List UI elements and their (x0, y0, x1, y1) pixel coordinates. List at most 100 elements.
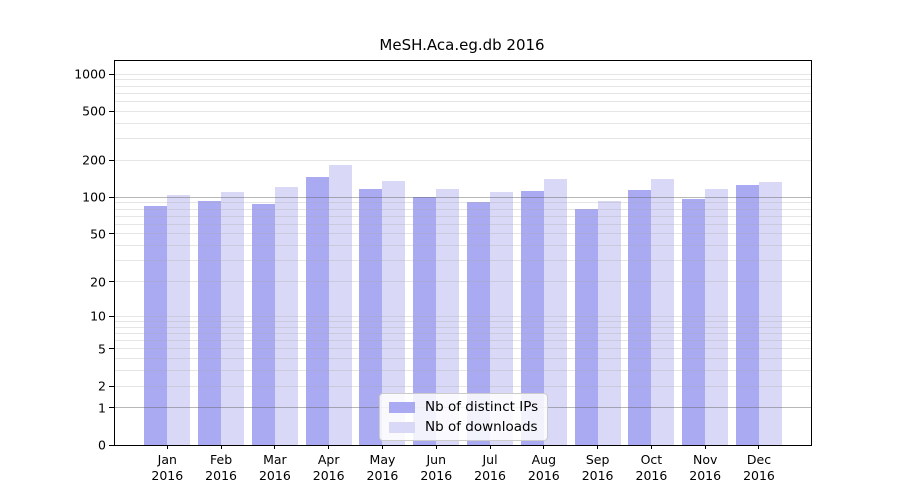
x-tick-label-jun: Jun 2016 (420, 452, 453, 483)
gridline-400 (115, 122, 811, 124)
gridline-8 (115, 326, 811, 328)
y-tick-label-50: 50 (90, 226, 106, 242)
gridline-30 (115, 260, 811, 262)
bar-ips-dec (735, 185, 759, 445)
bar-downloads-jun (436, 188, 460, 445)
y-tick-label-2: 2 (98, 378, 106, 394)
x-tick-label-dec: Dec 2016 (743, 452, 775, 483)
x-tick-mark-oct (650, 445, 652, 449)
bar-ips-aug (520, 191, 544, 445)
legend: Nb of distinct IPs Nb of downloads (379, 393, 549, 441)
bar-downloads-jul (490, 192, 514, 445)
x-tick-mark-nov (704, 445, 706, 449)
x-tick-label-aug: Aug 2016 (527, 452, 560, 483)
legend-label-distinct-ips: Nb of distinct IPs (425, 399, 539, 415)
gridline-80 (115, 208, 811, 210)
gridline-5 (115, 348, 811, 350)
x-tick-mark-jun (435, 445, 437, 449)
x-tick-mark-apr (328, 445, 330, 449)
x-tick-mark-dec (758, 445, 760, 449)
gridline-6 (115, 340, 811, 342)
bar-downloads-feb (221, 191, 245, 445)
x-tick-label-mar: Mar 2016 (258, 452, 291, 483)
x-tick-mark-aug (543, 445, 545, 449)
x-tick-mark-mar (274, 445, 276, 449)
gridline-2 (115, 385, 811, 387)
bar-downloads-apr (328, 164, 352, 445)
bar-downloads-mar (274, 186, 298, 445)
gridline-200 (115, 159, 811, 161)
y-tick-label-10: 10 (90, 308, 106, 324)
gridline-9 (115, 320, 811, 322)
legend-swatch-downloads-icon (389, 421, 415, 433)
gridline-90 (115, 202, 811, 204)
x-tick-mark-jan (166, 445, 168, 449)
gridline-3 (115, 370, 811, 372)
y-tick-mark-1000 (109, 73, 114, 75)
gridline-800 (115, 85, 811, 87)
y-tick-label-20: 20 (90, 274, 106, 290)
gridline-20 (115, 281, 811, 283)
gridline-500 (115, 110, 811, 112)
y-tick-mark-50 (109, 233, 114, 235)
legend-label-downloads: Nb of downloads (425, 419, 538, 435)
y-tick-mark-5 (109, 348, 114, 350)
y-tick-mark-0 (109, 444, 114, 446)
x-tick-mark-jul (489, 445, 491, 449)
legend-swatch-distinct-ips-icon (389, 401, 415, 413)
y-tick-label-5: 5 (98, 341, 106, 357)
gridline-40 (115, 245, 811, 247)
bar-ips-jan (144, 205, 168, 445)
y-tick-label-200: 200 (82, 152, 106, 168)
legend-item-downloads: Nb of downloads (389, 419, 538, 435)
gridline-700 (115, 92, 811, 94)
y-tick-mark-200 (109, 159, 114, 161)
gridline-1000 (115, 73, 811, 75)
x-tick-label-sep: Sep 2016 (581, 452, 614, 483)
x-tick-label-nov: Nov 2016 (689, 452, 722, 483)
gridline-100 (115, 196, 811, 198)
bar-downloads-oct (651, 179, 675, 445)
x-tick-label-oct: Oct 2016 (635, 452, 668, 483)
bar-downloads-may (382, 180, 406, 445)
bar-ips-jun (413, 196, 437, 445)
y-tick-mark-2 (109, 385, 114, 387)
bar-ips-jul (467, 202, 491, 445)
bar-ips-oct (628, 190, 652, 445)
gridline-300 (115, 138, 811, 140)
bar-ips-mar (251, 203, 275, 445)
y-tick-label-1000: 1000 (74, 66, 106, 82)
y-tick-mark-100 (109, 196, 114, 198)
x-tick-mark-sep (597, 445, 599, 449)
gridline-7 (115, 332, 811, 334)
y-tick-label-1: 1 (98, 400, 106, 416)
gridline-600 (115, 101, 811, 103)
y-tick-mark-1 (109, 407, 114, 409)
bar-ips-may (359, 189, 383, 445)
gridline-50 (115, 233, 811, 235)
plot-area: Nb of distinct IPs Nb of downloads 0 1 2 5 1… (74, 60, 812, 483)
x-tick-mark-feb (220, 445, 222, 449)
x-tick-label-feb: Feb 2016 (205, 452, 237, 483)
gridline-10 (115, 315, 811, 317)
bar-downloads-sep (597, 201, 621, 445)
bar-ips-feb (198, 200, 222, 445)
gridline-900 (115, 79, 811, 81)
x-tick-label-jan: Jan 2016 (151, 452, 184, 483)
gridline-4 (115, 358, 811, 360)
bar-ips-apr (305, 176, 329, 445)
bar-downloads-jan (167, 195, 191, 445)
x-tick-label-jul: Jul 2016 (474, 452, 506, 483)
gridline-60 (115, 223, 811, 225)
legend-item-distinct-ips: Nb of distinct IPs (389, 399, 538, 415)
bar-downloads-aug (543, 179, 567, 445)
bar-ips-nov (682, 199, 706, 445)
y-tick-label-100: 100 (82, 189, 106, 205)
y-tick-label-500: 500 (82, 103, 106, 119)
bar-downloads-dec (758, 181, 782, 445)
gridline-70 (115, 215, 811, 217)
bar-downloads-nov (705, 188, 729, 445)
y-tick-mark-10 (109, 315, 114, 317)
y-tick-label-0: 0 (98, 437, 106, 453)
